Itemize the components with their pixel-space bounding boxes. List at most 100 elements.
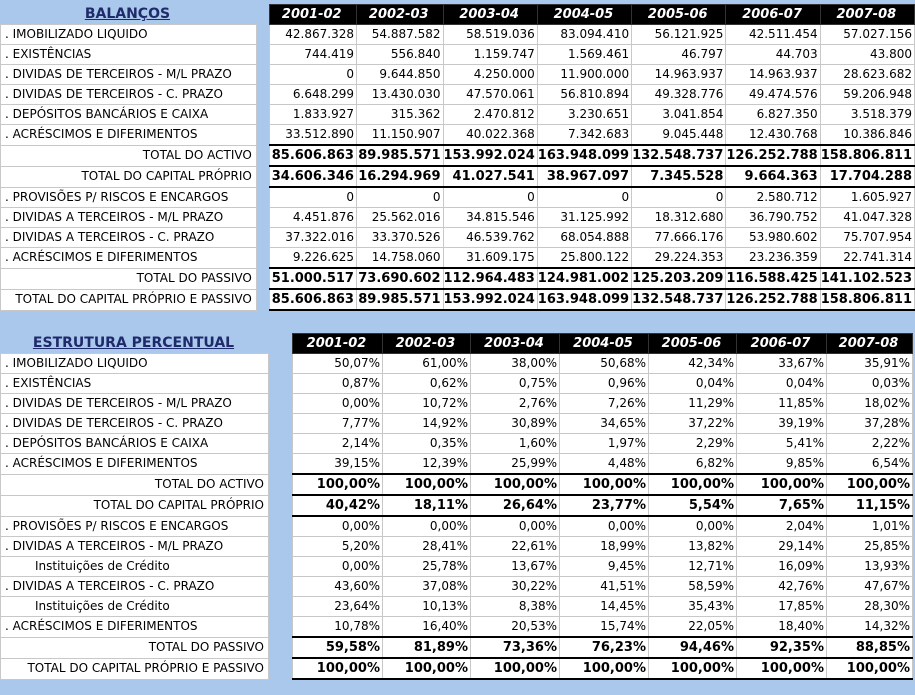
- value-cell[interactable]: 75.707.954: [819, 227, 915, 248]
- value-cell[interactable]: 14.963.937: [725, 64, 821, 85]
- value-cell[interactable]: 2.580.712: [725, 186, 821, 208]
- value-cell[interactable]: 28,41%: [382, 536, 471, 557]
- value-cell[interactable]: 57.027.156: [819, 24, 915, 45]
- value-cell[interactable]: 100,00%: [736, 473, 827, 496]
- value-cell[interactable]: 2,04%: [736, 515, 827, 537]
- value-cell[interactable]: 2,29%: [648, 433, 737, 454]
- year-header[interactable]: 2002-03: [355, 4, 444, 25]
- value-cell[interactable]: 7,77%: [292, 413, 383, 434]
- value-cell[interactable]: 14,45%: [559, 596, 649, 617]
- value-cell[interactable]: 56.810.894: [536, 84, 633, 105]
- value-cell[interactable]: 36.790.752: [725, 207, 821, 228]
- value-cell[interactable]: 0,00%: [292, 515, 383, 537]
- value-cell[interactable]: 9,85%: [736, 453, 827, 475]
- value-cell[interactable]: 42,34%: [648, 353, 737, 374]
- row-label[interactable]: . DIVIDAS A TERCEIROS - C. PRAZO: [0, 227, 257, 248]
- year-header[interactable]: 2005-06: [648, 333, 737, 354]
- value-cell[interactable]: 315.362: [355, 104, 444, 125]
- row-label[interactable]: . DIVIDAS DE TERCEIROS - M/L PRAZO: [0, 393, 269, 414]
- row-label[interactable]: . IMOBILIZADO LIQUIDO: [0, 24, 257, 45]
- value-cell[interactable]: 1.569.461: [536, 44, 633, 65]
- value-cell[interactable]: 92,35%: [736, 636, 827, 659]
- value-cell[interactable]: 44.703: [725, 44, 821, 65]
- value-cell[interactable]: 100,00%: [382, 657, 471, 680]
- value-cell[interactable]: 3.230.651: [536, 104, 633, 125]
- value-cell[interactable]: 22.741.314: [819, 247, 915, 269]
- value-cell[interactable]: 163.948.099: [536, 288, 633, 311]
- value-cell[interactable]: 126.252.788: [725, 144, 821, 167]
- value-cell[interactable]: 16.294.969: [355, 165, 444, 188]
- value-cell[interactable]: 81,89%: [382, 636, 471, 659]
- value-cell[interactable]: 73,36%: [470, 636, 560, 659]
- value-cell[interactable]: 28,30%: [826, 596, 913, 617]
- value-cell[interactable]: 14,32%: [826, 616, 913, 638]
- row-label[interactable]: . DIVIDAS A TERCEIROS - C. PRAZO: [0, 576, 269, 597]
- value-cell[interactable]: 83.094.410: [536, 24, 633, 45]
- value-cell[interactable]: 7.342.683: [536, 124, 633, 146]
- value-cell[interactable]: 100,00%: [826, 473, 913, 496]
- value-cell[interactable]: 35,91%: [826, 353, 913, 374]
- value-cell[interactable]: 15,74%: [559, 616, 649, 638]
- value-cell[interactable]: 76,23%: [559, 636, 649, 659]
- value-cell[interactable]: 31.609.175: [442, 247, 538, 269]
- value-cell[interactable]: 6.648.299: [268, 84, 357, 105]
- row-label[interactable]: Instituições de Crédito: [0, 596, 269, 617]
- value-cell[interactable]: 49.474.576: [725, 84, 821, 105]
- value-cell[interactable]: 0,35%: [382, 433, 471, 454]
- value-cell[interactable]: 100,00%: [648, 473, 737, 496]
- row-label[interactable]: . DIVIDAS DE TERCEIROS - C. PRAZO: [0, 84, 257, 105]
- value-cell[interactable]: 5,20%: [292, 536, 383, 557]
- value-cell[interactable]: 163.948.099: [536, 144, 633, 167]
- value-cell[interactable]: 9.664.363: [725, 165, 821, 188]
- value-cell[interactable]: 141.102.523: [819, 267, 915, 290]
- value-cell[interactable]: 58,59%: [648, 576, 737, 597]
- value-cell[interactable]: 5,41%: [736, 433, 827, 454]
- row-label[interactable]: TOTAL DO CAPITAL PRÓPRIO: [0, 494, 269, 517]
- value-cell[interactable]: 0,04%: [736, 373, 827, 394]
- value-cell[interactable]: 0,62%: [382, 373, 471, 394]
- value-cell[interactable]: 0,00%: [382, 515, 471, 537]
- value-cell[interactable]: 11,85%: [736, 393, 827, 414]
- value-cell[interactable]: 1,97%: [559, 433, 649, 454]
- value-cell[interactable]: 100,00%: [826, 657, 913, 680]
- value-cell[interactable]: 4,48%: [559, 453, 649, 475]
- value-cell[interactable]: 37,08%: [382, 576, 471, 597]
- value-cell[interactable]: 13,82%: [648, 536, 737, 557]
- row-label[interactable]: . IMOBILIZADO LIQUIDO: [0, 353, 269, 374]
- value-cell[interactable]: 9.644.850: [355, 64, 444, 85]
- value-cell[interactable]: 85.606.863: [268, 288, 357, 311]
- value-cell[interactable]: 14,92%: [382, 413, 471, 434]
- value-cell[interactable]: 100,00%: [470, 473, 560, 496]
- value-cell[interactable]: 30,22%: [470, 576, 560, 597]
- year-header[interactable]: 2006-07: [736, 333, 827, 354]
- value-cell[interactable]: 40.022.368: [442, 124, 538, 146]
- row-label[interactable]: Instituições de Crédito: [0, 556, 269, 577]
- value-cell[interactable]: 13,93%: [826, 556, 913, 577]
- value-cell[interactable]: 0,00%: [292, 556, 383, 577]
- value-cell[interactable]: 88,85%: [826, 636, 913, 659]
- value-cell[interactable]: 39,19%: [736, 413, 827, 434]
- row-label[interactable]: . DIVIDAS DE TERCEIROS - M/L PRAZO: [0, 64, 257, 85]
- value-cell[interactable]: 47,67%: [826, 576, 913, 597]
- value-cell[interactable]: 42.511.454: [725, 24, 821, 45]
- value-cell[interactable]: 94,46%: [648, 636, 737, 659]
- value-cell[interactable]: 25.800.122: [536, 247, 633, 269]
- value-cell[interactable]: 16,40%: [382, 616, 471, 638]
- value-cell[interactable]: 43,60%: [292, 576, 383, 597]
- row-label[interactable]: . DEPÓSITOS BANCÁRIOS E CAIXA: [0, 104, 257, 125]
- value-cell[interactable]: 40,42%: [292, 494, 383, 517]
- value-cell[interactable]: 85.606.863: [268, 144, 357, 167]
- value-cell[interactable]: 0,87%: [292, 373, 383, 394]
- row-label[interactable]: TOTAL DO PASSIVO: [0, 267, 257, 290]
- value-cell[interactable]: 29,14%: [736, 536, 827, 557]
- value-cell[interactable]: 2,22%: [826, 433, 913, 454]
- value-cell[interactable]: 0,00%: [648, 515, 737, 537]
- value-cell[interactable]: 10,13%: [382, 596, 471, 617]
- row-label[interactable]: . DEPÓSITOS BANCÁRIOS E CAIXA: [0, 433, 269, 454]
- value-cell[interactable]: 18.312.680: [631, 207, 727, 228]
- value-cell[interactable]: 59,58%: [292, 636, 383, 659]
- value-cell[interactable]: 41.047.328: [819, 207, 915, 228]
- value-cell[interactable]: 1.159.747: [442, 44, 538, 65]
- value-cell[interactable]: 0: [536, 186, 633, 208]
- value-cell[interactable]: 89.985.571: [355, 288, 444, 311]
